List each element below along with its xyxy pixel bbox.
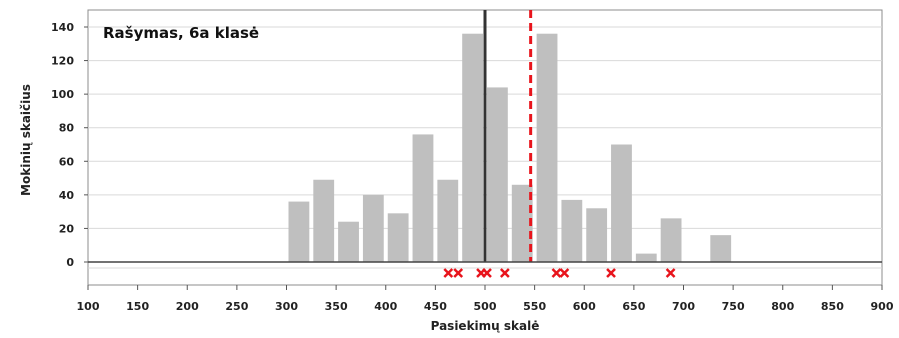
x-tick-label: 250 [225,300,248,313]
histogram-bar [487,87,508,262]
histogram-bar [462,33,483,262]
histogram-bar [412,134,434,262]
x-tick-label: 750 [722,300,745,313]
x-tick-label: 700 [672,300,695,313]
y-tick-label: 120 [51,55,74,68]
histogram-bar [710,235,732,262]
x-tick-label: 650 [622,300,645,313]
x-marker [499,268,510,278]
histogram-bar [338,221,359,262]
x-marker [453,268,464,278]
x-tick-label: 350 [325,300,348,313]
x-tick-label: 800 [771,300,794,313]
markers [443,268,676,278]
bars [288,33,732,262]
chart-title: Rašymas, 6a klasė [103,24,259,42]
reference-lines [483,10,533,262]
y-tick-label: 20 [59,222,75,235]
y-axis-title: Mokinių skaičius [19,84,33,196]
y-tick-labels: 0 20 40 60 80 100 120 140 [51,21,74,269]
y-tick-label: 60 [59,155,75,168]
x-tick-labels: 100 150 200 250 300 350 400 450 500 550 600 650 700 7… [77,300,894,313]
y-tick-label: 140 [51,21,74,34]
x-axis-title: Pasiekimų skalė [431,319,540,333]
histogram-bar [313,179,335,262]
axes [84,26,883,290]
histogram-bar [511,184,533,262]
x-marker [606,268,616,278]
histogram-bar [362,194,384,262]
x-tick-label: 550 [523,300,546,313]
histogram-bar [561,199,583,262]
x-tick-label: 200 [176,300,199,313]
x-tick-label: 300 [275,300,298,313]
y-tick-label: 80 [59,122,75,135]
x-tick-label: 900 [871,300,894,313]
x-marker [443,268,454,278]
x-marker [665,268,676,278]
x-tick-label: 500 [474,300,497,313]
histogram-bar [288,201,310,262]
x-tick-label: 600 [573,300,596,313]
histogram-bar [660,218,682,262]
x-marker [482,268,492,278]
histogram-bar [611,144,632,262]
x-tick-label: 100 [77,300,100,313]
y-tick-label: 0 [66,256,74,269]
histogram-bar [387,213,409,262]
histogram-bar [437,179,459,262]
x-tick-label: 150 [126,300,149,313]
x-marker [551,268,562,278]
y-tick-label: 100 [51,88,74,101]
y-tick-label: 40 [59,189,75,202]
x-tick-label: 850 [821,300,844,313]
histogram-bar [635,253,657,262]
x-marker [559,268,570,278]
x-tick-label: 450 [424,300,447,313]
histogram-bar [536,33,558,262]
x-tick-label: 400 [374,300,397,313]
histogram-bar [586,208,608,262]
